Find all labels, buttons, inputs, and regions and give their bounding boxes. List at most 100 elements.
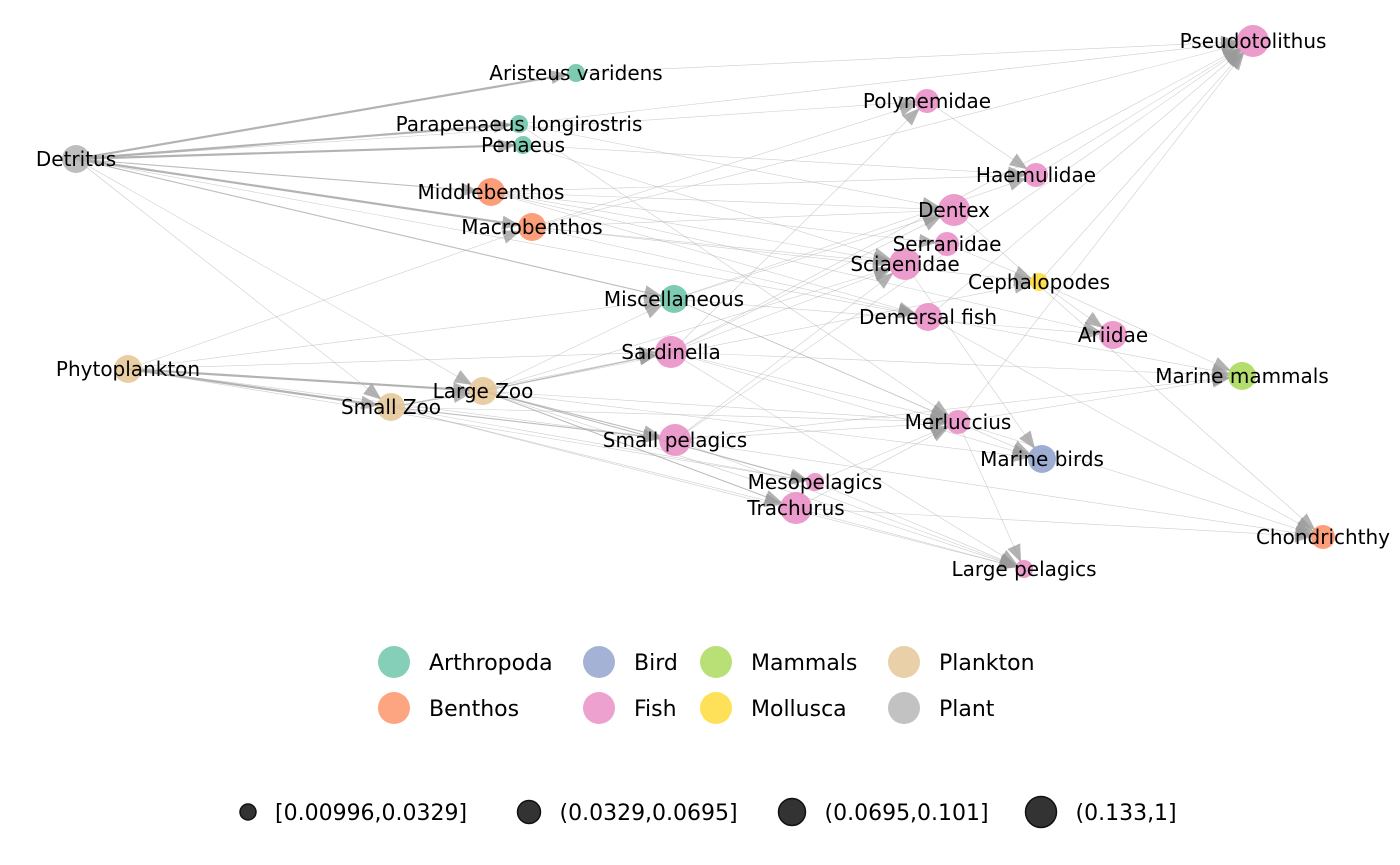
node-phytoplankton xyxy=(114,355,142,383)
edge-demersal-fish-to-pseudotolithus xyxy=(927,50,1243,318)
node-large-zoo xyxy=(469,377,497,405)
size-legend-circle-4 xyxy=(1024,795,1058,829)
node-pseudotolithus xyxy=(1237,25,1269,57)
edge-sardinella-to-sciaenidae xyxy=(670,268,892,353)
edge-phytoplankton-to-miscellaneous xyxy=(127,295,663,370)
legend-label-mollusca: Mollusca xyxy=(751,697,847,722)
node-label-sciaenidae: Sciaenidae xyxy=(850,252,959,276)
edge-parapenaeus-longirostris-to-merluccius xyxy=(518,123,950,417)
node-label-small-pelagics: Small pelagics xyxy=(603,428,747,452)
edge-haemulidae-to-pseudotolithus xyxy=(1035,48,1242,176)
edge-mesopelagics-to-merluccius xyxy=(814,425,949,483)
edge-small-pelagics-to-sciaenidae xyxy=(674,272,894,441)
size-legend-label-2: (0.0329,0.0695] xyxy=(560,801,738,826)
node-haemulidae xyxy=(1024,163,1048,187)
edge-dentex-to-chondrichthy xyxy=(953,209,1316,531)
edge-polynemidae-to-haemulidae xyxy=(926,100,1028,170)
legend-label-fish: Fish xyxy=(634,697,677,722)
node-sardinella xyxy=(655,336,687,368)
node-polynemidae xyxy=(915,89,939,113)
edge-trachurus-to-chondrichthy xyxy=(795,507,1314,543)
edge-large-zoo-to-miscellaneous xyxy=(482,304,664,392)
node-label-middlebenthos: Middlebenthos xyxy=(418,180,565,204)
edge-small-pelagics-to-chondrichthy xyxy=(674,439,1314,540)
edge-middlebenthos-to-haemulidae xyxy=(490,168,1027,193)
edge-detritus-to-aristeus-varidens xyxy=(75,70,570,161)
node-miscellaneous xyxy=(660,285,688,313)
nodes-layer xyxy=(62,25,1335,578)
edge-small-zoo-to-merluccius xyxy=(390,406,949,429)
edge-macrobenthos-to-cephalopodes xyxy=(531,226,1033,287)
edge-phytoplankton-to-sardinella xyxy=(127,346,658,370)
edge-middlebenthos-to-sciaenidae xyxy=(490,191,892,266)
edge-macrobenthos-to-dentex xyxy=(531,204,941,228)
edge-merluccius-to-marine-mammals xyxy=(957,373,1231,423)
node-penaeus xyxy=(514,136,532,154)
edge-detritus-to-polynemidae xyxy=(75,95,918,160)
edge-sardinella-to-large-pelagics xyxy=(670,351,1019,566)
edge-serranidae-to-cephalopodes xyxy=(946,243,1033,280)
node-marine-mammals xyxy=(1228,362,1256,390)
node-aristeus-varidens xyxy=(567,64,585,82)
node-trachurus xyxy=(780,492,812,524)
node-ariidae xyxy=(1099,321,1127,349)
node-sciaenidae xyxy=(889,248,921,280)
edge-small-zoo-to-mesopelagics xyxy=(390,406,809,485)
edge-merluccius-to-chondrichthy xyxy=(957,421,1314,536)
edge-detritus-to-demersal-fish xyxy=(75,158,917,319)
legend-swatch-plant xyxy=(888,692,920,724)
edge-sardinella-to-merluccius xyxy=(670,351,949,423)
edge-large-zoo-to-sardinella xyxy=(482,351,658,392)
size-legend-label-3: (0.0695,0.101] xyxy=(825,801,989,826)
legend-label-arthropoda: Arthropoda xyxy=(429,651,553,676)
node-label-haemulidae: Haemulidae xyxy=(976,163,1096,187)
edge-macrobenthos-to-demersal-fish xyxy=(531,226,917,318)
edge-middlebenthos-to-serranidae xyxy=(490,191,938,248)
edge-detritus-to-small-zoo xyxy=(75,158,382,400)
legend-label-benthos: Benthos xyxy=(429,697,519,722)
edge-detritus-to-penaeus xyxy=(75,138,517,161)
edge-penaeus-to-haemulidae xyxy=(522,144,1027,181)
node-label-aristeus-varidens: Aristeus varidens xyxy=(489,61,662,85)
node-cephalopodes xyxy=(1030,273,1048,291)
edge-large-zoo-to-marine-birds xyxy=(482,390,1031,463)
node-label-trachurus: Trachurus xyxy=(746,496,844,520)
node-label-marine-birds: Marine birds xyxy=(980,447,1104,471)
edge-small-zoo-to-trachurus xyxy=(390,406,783,508)
edge-sardinella-to-dentex xyxy=(670,216,942,353)
node-label-small-zoo: Small Zoo xyxy=(341,395,441,419)
edge-large-zoo-to-trachurus xyxy=(482,390,783,504)
edge-small-pelagics-to-merluccius xyxy=(674,416,949,441)
edge-merluccius-to-pseudotolithus xyxy=(957,52,1245,423)
edge-large-zoo-to-merluccius xyxy=(482,390,949,428)
node-label-large-zoo: Large Zoo xyxy=(433,379,534,403)
legend-label-mammals: Mammals xyxy=(751,651,857,676)
edge-parapenaeus-longirostris-to-pseudotolithus xyxy=(518,37,1240,125)
edges-layer xyxy=(75,35,1316,570)
node-small-zoo xyxy=(377,393,405,421)
legend-swatch-mammals xyxy=(700,646,732,678)
edge-sardinella-to-polynemidae xyxy=(670,108,920,353)
node-parapenaeus-longirostris xyxy=(510,115,528,133)
node-mesopelagics xyxy=(806,473,824,491)
edge-detritus-to-middlebenthos xyxy=(75,158,480,197)
edge-demersal-fish-to-chondrichthy xyxy=(927,316,1315,533)
size-legend: [0.00996,0.0329] (0.0329,0.0695] (0.0695,0… xyxy=(239,795,1177,829)
group-legend: Arthropoda Bird Mammals Plankton Benthos Fish… xyxy=(378,646,1035,724)
legend-label-plant: Plant xyxy=(939,697,995,722)
node-label-dentex: Dentex xyxy=(918,198,990,222)
edge-small-pelagics-to-large-pelagics xyxy=(674,439,1018,567)
node-small-pelagics xyxy=(659,424,691,456)
size-legend-circle-2 xyxy=(516,799,542,825)
node-label-ariidae: Ariidae xyxy=(1078,323,1148,347)
edge-small-zoo-to-small-pelagics xyxy=(390,406,662,444)
node-label-phytoplankton: Phytoplankton xyxy=(56,357,200,381)
node-label-chondrichthy: Chondrichthy xyxy=(1256,525,1390,549)
legend-swatch-benthos xyxy=(378,692,410,724)
edge-miscellaneous-to-dentex xyxy=(673,213,941,300)
edge-cephalopodes-to-ariidae xyxy=(1038,281,1104,329)
legend-swatch-fish xyxy=(583,692,615,724)
node-label-mesopelagics: Mesopelagics xyxy=(748,470,883,494)
legend-swatch-bird xyxy=(583,646,615,678)
